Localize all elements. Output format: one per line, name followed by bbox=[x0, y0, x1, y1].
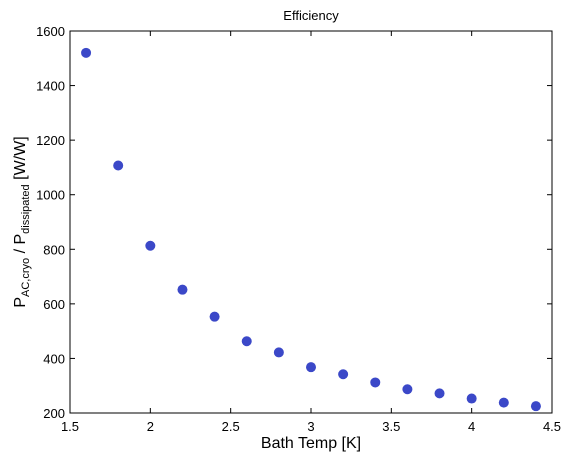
data-point bbox=[177, 284, 188, 295]
y-tick-label: 1600 bbox=[36, 24, 65, 39]
y-tick-label: 1400 bbox=[36, 79, 65, 94]
data-point bbox=[338, 369, 349, 380]
y-tick-label: 200 bbox=[43, 406, 65, 421]
data-point bbox=[241, 336, 252, 347]
x-tick-label: 3 bbox=[307, 419, 314, 434]
x-tick-label: 1.5 bbox=[61, 419, 79, 434]
data-point bbox=[466, 393, 477, 404]
y-axis: 200 400 600 800 1000 1200 1400 1600 bbox=[36, 24, 552, 421]
data-point bbox=[370, 377, 381, 388]
data-point bbox=[113, 160, 124, 171]
data-point bbox=[273, 347, 284, 358]
plot-area bbox=[69, 30, 553, 414]
data-point bbox=[145, 240, 156, 251]
x-tick-label: 4.5 bbox=[543, 419, 561, 434]
x-axis-label: Bath Temp [K] bbox=[261, 435, 361, 452]
y-tick-label: 1200 bbox=[36, 133, 65, 148]
y-tick-label: 400 bbox=[43, 351, 65, 366]
data-point bbox=[402, 384, 413, 395]
data-point bbox=[81, 47, 92, 58]
x-tick-label: 2.5 bbox=[222, 419, 240, 434]
data-point bbox=[498, 397, 509, 408]
x-tick-label: 4 bbox=[468, 419, 475, 434]
x-tick-label: 3.5 bbox=[382, 419, 400, 434]
y-tick-label: 600 bbox=[43, 297, 65, 312]
data-point bbox=[434, 388, 445, 399]
data-point bbox=[209, 311, 220, 322]
y-axis-label: PAC,cryo / Pdissipated [W/W] bbox=[12, 136, 32, 307]
y-tick-label: 1000 bbox=[36, 188, 65, 203]
chart-title: Efficiency bbox=[283, 8, 339, 23]
x-axis: 1.5 2 2.5 3 3.5 4 4.5 bbox=[61, 31, 561, 434]
y-tick-label: 800 bbox=[43, 242, 65, 257]
data-point bbox=[306, 362, 316, 373]
data-point bbox=[530, 401, 541, 412]
data-series bbox=[81, 47, 541, 412]
x-tick-label: 2 bbox=[147, 419, 154, 434]
